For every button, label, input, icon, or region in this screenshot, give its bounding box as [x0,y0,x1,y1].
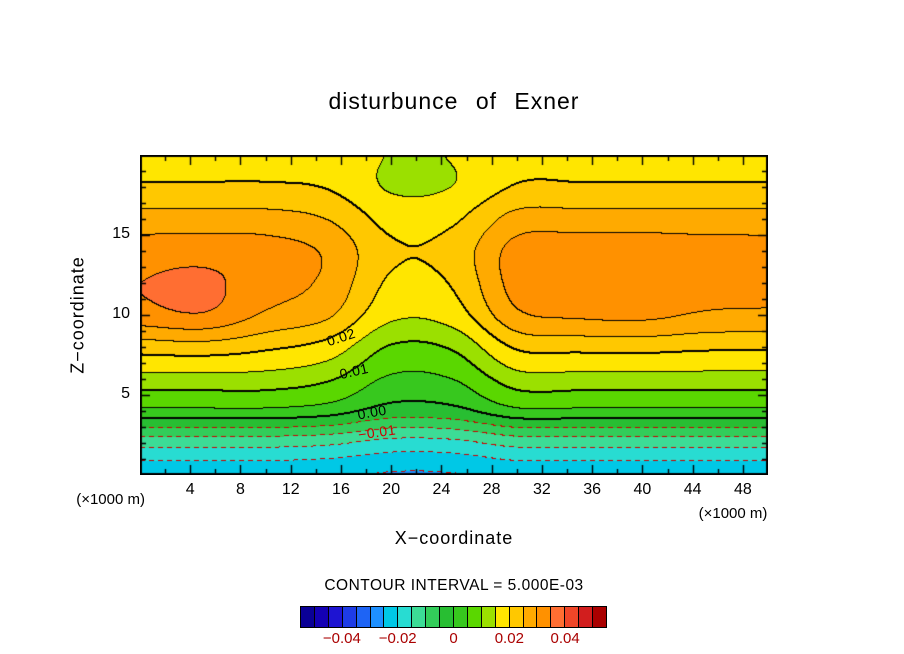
x-tick-label: 16 [332,481,350,498]
x-tick-label: 40 [633,481,652,498]
plot-area: 0.02 0.01 0.00 −0.01 [140,155,768,475]
colorbar-cell [593,607,606,627]
x-tick-label: 44 [683,481,702,498]
colorbar-cell [523,607,537,627]
colorbar [300,606,607,628]
y-axis-unit: (×1000 m) [76,491,145,508]
x-tick-label: 36 [583,481,602,498]
colorbar-cell [398,607,412,627]
x-tick-label: 24 [432,481,451,498]
colorbar-cell [328,607,342,627]
colorbar-cell [495,607,509,627]
colorbar-cell [565,607,579,627]
colorbar-tick-label: 0 [449,630,458,647]
colorbar-cell [426,607,440,627]
y-tick-label: 10 [112,305,130,322]
y-axis-label: Z−coordinate [67,256,88,374]
x-tick-label: 12 [281,481,300,498]
colorbar-cell [356,607,370,627]
colorbar-cell [551,607,565,627]
y-tick-label: 15 [112,225,130,242]
colorbar-tick-label: −0.02 [378,630,417,647]
x-axis-label: X−coordinate [394,528,514,548]
x-axis-unit: (×1000 m) [698,505,768,522]
x-tick-label: 4 [185,481,195,498]
colorbar-cell [537,607,551,627]
colorbar-tick-label: −0.04 [322,630,361,647]
colorbar-tick-label: 0.04 [550,630,580,647]
colorbar-cell [481,607,495,627]
contour-interval-text: CONTOUR INTERVAL = 5.000E-03 [324,577,584,594]
x-tick-label: 32 [533,481,551,498]
colorbar-cell [579,607,593,627]
colorbar-cell [467,607,481,627]
colorbar-cell [342,607,356,627]
contour-field-canvas [140,155,768,475]
colorbar-cell [301,607,314,627]
colorbar-cell [384,607,398,627]
colorbar-cell [412,607,426,627]
colorbar-cell [453,607,467,627]
x-tick-label: 48 [733,481,752,498]
colorbar-cell [440,607,453,627]
colorbar-cell [314,607,328,627]
x-tick-label: 28 [482,481,501,498]
colorbar-cell [509,607,523,627]
x-tick-label: 8 [236,481,245,498]
colorbar-tick-label: 0.02 [494,630,524,647]
chart-title: disturbunce of Exner [328,88,580,114]
x-tick-label: 20 [382,481,401,498]
y-tick-label: 5 [121,385,130,402]
colorbar-cell [370,607,384,627]
